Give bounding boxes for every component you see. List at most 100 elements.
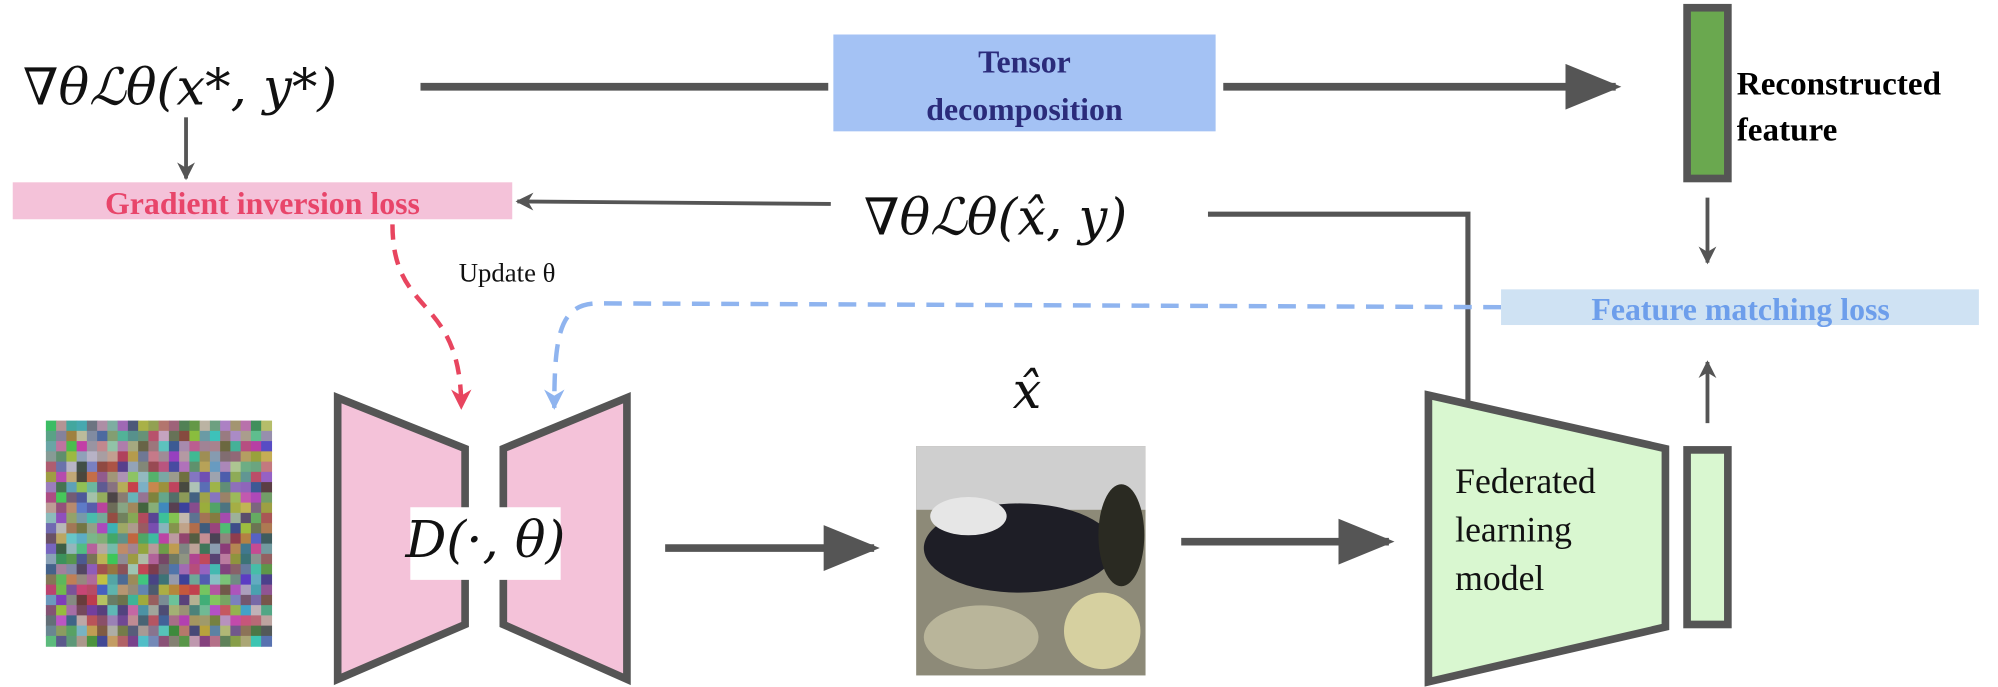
- noise-pixel: [138, 431, 149, 442]
- noise-pixel: [118, 574, 129, 585]
- noise-pixel: [189, 636, 200, 647]
- noise-pixel: [159, 492, 170, 503]
- noise-pixel: [169, 451, 180, 462]
- noise-pixel: [118, 441, 129, 452]
- noise-pixel: [179, 431, 190, 442]
- noise-pixel: [220, 605, 231, 616]
- noise-pixel: [241, 605, 252, 616]
- noise-pixel: [251, 626, 262, 637]
- noise-pixel: [77, 564, 88, 575]
- noise-pixel: [230, 451, 241, 462]
- noise-pixel: [230, 595, 241, 606]
- noise-pixel: [210, 492, 221, 503]
- noise-pixel: [189, 574, 200, 585]
- noise-pixel: [241, 585, 252, 596]
- noise-pixel: [159, 636, 170, 647]
- noise-pixel: [159, 615, 170, 626]
- noise-pixel: [169, 472, 180, 483]
- noise-pixel: [138, 533, 149, 544]
- noise-pixel: [189, 615, 200, 626]
- noise-pixel: [210, 523, 221, 534]
- noise-pixel: [220, 585, 231, 596]
- noise-pixel: [251, 472, 262, 483]
- noise-pixel: [251, 451, 262, 462]
- noise-pixel: [179, 605, 190, 616]
- noise-pixel: [107, 503, 118, 514]
- noise-pixel: [210, 503, 221, 514]
- noise-pixel: [138, 523, 149, 534]
- noise-pixel: [77, 615, 88, 626]
- noise-pixel: [77, 513, 88, 524]
- noise-pixel: [56, 544, 67, 555]
- dummy-gradient: ∇θℒθ(x̂, y): [864, 189, 1127, 248]
- noise-pixel: [241, 462, 252, 473]
- noise-pixel: [220, 482, 231, 493]
- noise-pixel: [159, 564, 170, 575]
- noise-pixel: [107, 574, 118, 585]
- noise-pixel: [159, 421, 170, 432]
- noise-pixel: [77, 482, 88, 493]
- noise-pixel: [107, 636, 118, 647]
- noise-pixel: [97, 595, 108, 606]
- noise-pixel: [241, 595, 252, 606]
- noise-pixel: [179, 636, 190, 647]
- noise-pixel: [87, 523, 98, 534]
- noise-pixel: [97, 421, 108, 432]
- noise-pixel: [251, 544, 262, 555]
- noise-pixel: [46, 503, 57, 514]
- noise-pixel: [87, 626, 98, 637]
- noise-pixel: [220, 595, 231, 606]
- noise-pixel: [87, 462, 98, 473]
- noise-pixel: [210, 554, 221, 565]
- noise-pixel: [230, 513, 241, 524]
- noise-pixel: [77, 431, 88, 442]
- noise-pixel: [87, 451, 98, 462]
- noise-pixel: [261, 595, 272, 606]
- noise-pixel: [97, 492, 108, 503]
- noise-pixel: [261, 421, 272, 432]
- noise-pixel: [66, 636, 77, 647]
- noise-pixel: [251, 636, 262, 647]
- noise-pixel: [159, 626, 170, 637]
- real-gradient: ∇θℒθ(x*, y*): [23, 59, 337, 118]
- noise-pixel: [251, 431, 262, 442]
- noise-pixel: [220, 503, 231, 514]
- tensor-label: Tensor: [978, 45, 1071, 80]
- noise-pixel: [56, 554, 67, 565]
- noise-pixel: [118, 605, 129, 616]
- noise-pixel: [56, 472, 67, 483]
- noise-pixel: [107, 441, 118, 452]
- noise-pixel: [118, 544, 129, 555]
- noise-pixel: [46, 544, 57, 555]
- noise-pixel: [179, 564, 190, 575]
- noise-pixel: [200, 482, 211, 493]
- noise-pixel: [261, 462, 272, 473]
- noise-pixel: [56, 482, 67, 493]
- noise-pixel: [189, 626, 200, 637]
- noise-pixel: [210, 615, 221, 626]
- noise-pixel: [107, 513, 118, 524]
- noise-pixel: [251, 441, 262, 452]
- noise-pixel: [128, 503, 139, 514]
- noise-pixel: [169, 544, 180, 555]
- noise-pixel: [210, 451, 221, 462]
- noise-pixel: [128, 585, 139, 596]
- noise-pixel: [169, 441, 180, 452]
- noise-pixel: [128, 462, 139, 473]
- noise-pixel: [189, 585, 200, 596]
- page: {"formulas": {"real_gradient": "∇θℒθ(x*,…: [0, 0, 1998, 687]
- noise-pixel: [138, 595, 149, 606]
- noise-pixel: [200, 564, 211, 575]
- noise-pixel: [46, 513, 57, 524]
- noise-pixel: [189, 431, 200, 442]
- noise-pixel: [87, 513, 98, 524]
- noise-pixel: [251, 615, 262, 626]
- noise-pixel: [179, 462, 190, 473]
- noise-pixel: [179, 544, 190, 555]
- noise-pixel: [210, 472, 221, 483]
- diagram: ∇θℒθ(x*, y*) Tensor decomposition Recons…: [0, 0, 1998, 687]
- noise-pixel: [87, 482, 98, 493]
- noise-pixel: [179, 533, 190, 544]
- noise-pixel: [66, 626, 77, 637]
- noise-pixel: [46, 523, 57, 534]
